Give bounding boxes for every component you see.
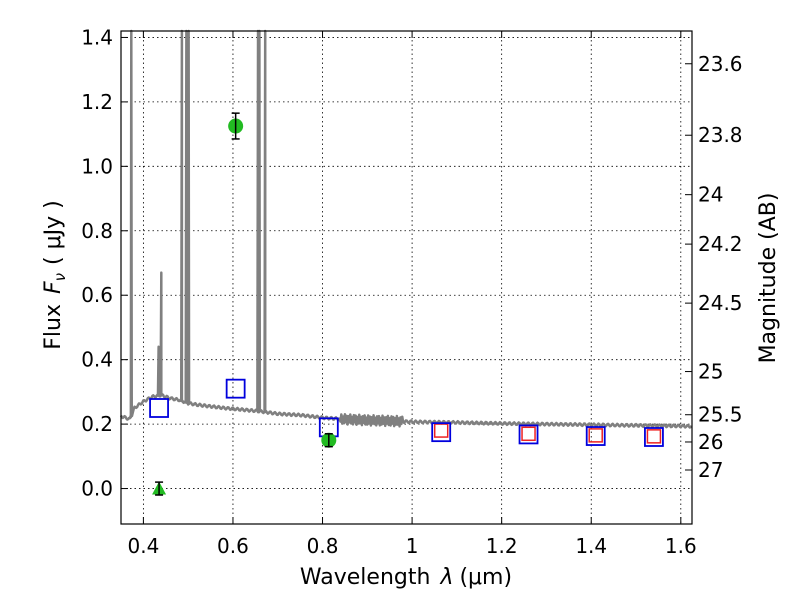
spectrum-line	[119, 29, 693, 429]
plot-frame	[120, 30, 693, 525]
x-axis-label-symbol: λ	[439, 565, 453, 590]
x-axis-label: Wavelength λ (μm)	[300, 565, 512, 590]
magnitude-tick-label: 24	[698, 183, 723, 207]
y-tick-label: 0.0	[81, 477, 113, 501]
model-point-blue	[585, 426, 606, 446]
x-tick-label: 1	[406, 534, 419, 558]
y-tick-label: 0.6	[81, 283, 113, 307]
y-tick-label: 1.2	[81, 90, 113, 114]
model-point-blue	[149, 398, 169, 418]
y-axis-label: Flux Fν ( μJy )	[41, 200, 69, 349]
model-point-blue	[518, 424, 539, 445]
x-axis-label-prefix: Wavelength	[300, 565, 431, 590]
model-point-blue	[644, 427, 664, 447]
y-axis-label-prefix: Flux	[41, 304, 66, 350]
y-tick-label: 0.4	[81, 348, 113, 372]
magnitude-tick-label: 23.8	[698, 123, 743, 147]
ticks-layer: 0.4 0.6 0.8 1 1.2 1.4 1.6 0.0 0.2 0.4 0.6 0.8 1.0 1.2…	[81, 25, 742, 558]
grid	[121, 31, 692, 524]
model-point-red	[588, 428, 603, 443]
model-point-red	[433, 423, 449, 438]
magnitude-tick-label: 24.2	[698, 232, 743, 256]
y-axis-label-symbol: F	[41, 281, 66, 294]
magnitude-tick-label: 23.6	[698, 52, 743, 76]
x-axis-label-unit: (μm)	[459, 565, 512, 590]
magnitude-tick-label: 24.5	[698, 291, 743, 315]
x-tick-label: 0.4	[127, 534, 159, 558]
magnitude-tick-label: 27	[698, 458, 723, 482]
y-axis-label-unit: ( μJy )	[41, 200, 66, 265]
y-axis-label-subscript: ν	[51, 273, 69, 281]
magnitude-axis-label: Magnitude (AB)	[756, 193, 781, 364]
x-tick-label: 1.2	[486, 534, 518, 558]
model-point-red	[521, 426, 536, 442]
model-point-red	[646, 429, 662, 444]
points-layer	[149, 112, 664, 496]
x-tick-label: 0.6	[217, 534, 249, 558]
y-tick-label: 0.2	[81, 412, 113, 436]
spectrum-layer	[119, 29, 693, 429]
y-tick-label: 1.4	[81, 25, 113, 49]
magnitude-tick-label: 26	[698, 430, 723, 454]
y-tick-label: 0.8	[81, 219, 113, 243]
model-point-blue	[431, 422, 452, 443]
x-tick-label: 1.4	[575, 534, 607, 558]
model-point-blue	[225, 378, 246, 399]
magnitude-tick-label: 25	[698, 360, 723, 384]
x-tick-label: 0.8	[307, 534, 339, 558]
x-tick-label: 1.6	[665, 534, 697, 558]
y-tick-label: 1.0	[81, 154, 113, 178]
magnitude-tick-label: 25.5	[698, 403, 743, 427]
